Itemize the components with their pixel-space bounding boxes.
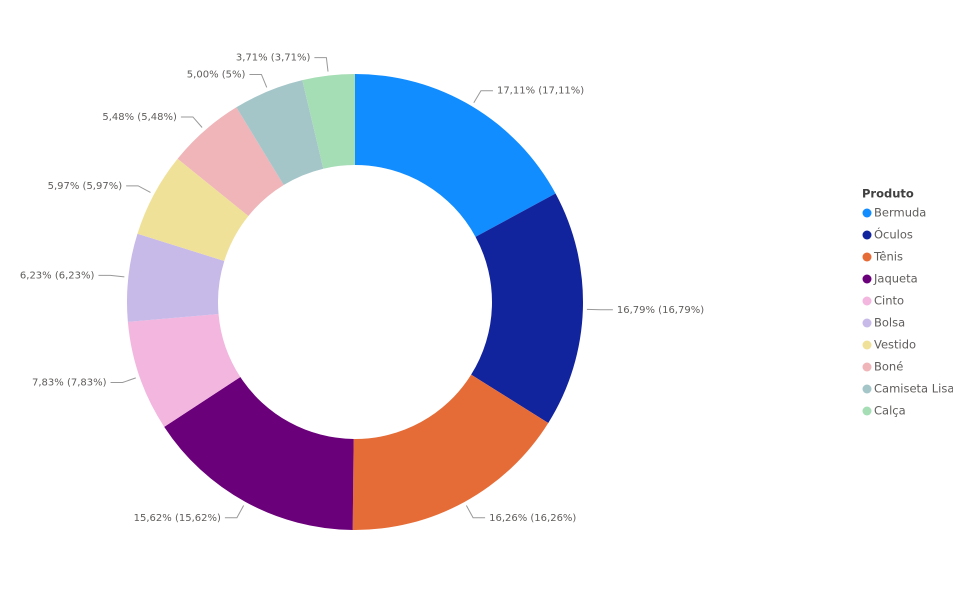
legend-marker [862,252,872,262]
leader-line [224,505,245,519]
leader-line [98,274,125,278]
legend-title: Produto [862,187,914,201]
legend-label[interactable]: Óculos [874,227,913,242]
legend-marker [862,230,872,240]
legend-marker [862,208,872,218]
leader-line [465,505,486,519]
data-label: 5,48% (5,48%) [102,112,177,123]
donut-slice[interactable] [127,233,225,322]
legend-marker [862,296,872,306]
legend-marker [862,274,872,284]
legend-label[interactable]: Vestido [874,338,916,352]
data-label: 15,62% (15,62%) [134,513,221,524]
legend-label[interactable]: Tênis [873,250,903,264]
legend-marker [862,384,872,394]
donut-slice[interactable] [302,74,355,169]
donut-slice[interactable] [137,158,249,261]
leader-line [473,90,493,103]
legend-label[interactable]: Cinto [874,294,904,308]
donut-slice[interactable] [471,193,583,423]
donut-slice[interactable] [236,80,324,186]
legend-marker [862,318,872,328]
legend-label[interactable]: Bolsa [874,316,905,330]
legend-marker [862,340,872,350]
data-label: 17,11% (17,11%) [497,86,584,97]
legend-label[interactable]: Camiseta Lisa [874,382,953,396]
donut-slice[interactable] [352,374,549,530]
legend-label[interactable]: Jaqueta [873,272,918,286]
leader-line [314,57,329,72]
donut-slice[interactable] [127,313,241,427]
legend-marker [862,406,872,416]
data-label: 16,26% (16,26%) [489,513,576,524]
data-label: 16,79% (16,79%) [617,305,704,316]
data-label: 5,00% (5%) [187,69,246,80]
leader-line [126,185,151,193]
legend-marker [862,362,872,372]
donut-slice[interactable] [164,377,354,530]
legend-label[interactable]: Calça [874,404,906,418]
donut-slice[interactable] [177,107,284,216]
leader-line [249,73,268,88]
leader-line [110,377,136,383]
legend-label[interactable]: Boné [874,360,903,374]
data-label: 3,71% (3,71%) [236,53,311,64]
data-label: 7,83% (7,83%) [32,377,107,388]
data-label: 5,97% (5,97%) [48,181,123,192]
data-label: 6,23% (6,23%) [20,270,95,281]
legend-label[interactable]: Bermuda [874,206,926,220]
donut-slice[interactable] [355,74,556,237]
leader-line [180,116,203,128]
